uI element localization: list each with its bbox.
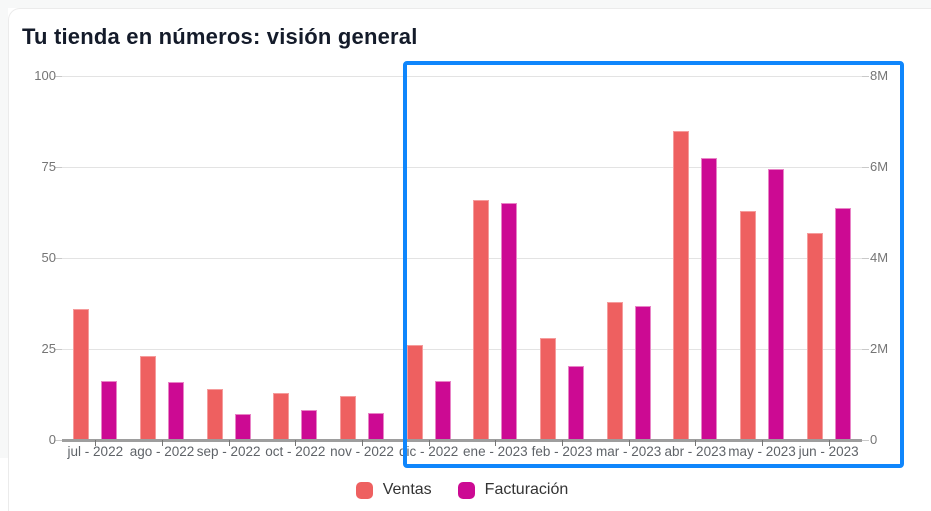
gridline-50 [62, 258, 862, 259]
left-axis-tick-50 [55, 258, 62, 259]
bar-ventas-sep-2022[interactable] [206, 389, 223, 440]
left-axis-label-25: 25 [41, 341, 56, 356]
right-axis-tick-6M [862, 167, 869, 168]
bar-facturaci-n-nov-2022[interactable] [368, 412, 384, 440]
bar-facturaci-n-abr-2023[interactable] [701, 157, 718, 440]
x-axis-tick-may-2023 [762, 440, 763, 446]
x-axis-tick-sep-2022 [228, 440, 230, 446]
right-axis-label-8M: 8M [870, 68, 889, 83]
bar-facturaci-n-ago-2022[interactable] [168, 381, 184, 440]
x-axis-tick-feb-2023 [562, 440, 563, 446]
x-axis-tick-mar-2023 [628, 440, 630, 446]
page-background-strip-left [0, 0, 8, 458]
bar-ventas-abr-2023[interactable] [673, 130, 690, 440]
left-axis-tick-25 [55, 349, 62, 350]
bar-facturaci-n-dic-2022[interactable] [434, 380, 451, 440]
x-axis-tick-dic-2022 [428, 440, 430, 446]
gridline-25 [62, 349, 862, 350]
left-axis-label-100: 100 [34, 68, 56, 83]
bar-ventas-ago-2022[interactable] [140, 356, 156, 440]
left-axis-tick-0 [55, 440, 62, 441]
bar-facturaci-n-jul-2022[interactable] [101, 380, 118, 440]
bar-facturaci-n-mar-2023[interactable] [634, 305, 651, 440]
gridline-75 [62, 167, 862, 168]
right-axis-label-0: 0 [870, 432, 878, 447]
bar-ventas-ene-2023[interactable] [473, 199, 490, 440]
x-axis-label-feb-2023: feb - 2023 [531, 444, 593, 459]
bar-facturaci-n-feb-2023[interactable] [568, 366, 584, 440]
bar-facturaci-n-jun-2023[interactable] [834, 207, 851, 440]
chart-legend: Ventas Facturación [62, 478, 862, 502]
right-axis-tick-8M [862, 76, 869, 77]
x-axis-tick-ene-2023 [495, 440, 497, 446]
bar-ventas-feb-2023[interactable] [540, 338, 556, 440]
page-title: Tu tienda en números: visión general [22, 24, 418, 49]
left-axis-tick-100 [55, 76, 62, 77]
x-axis-tick-oct-2022 [295, 440, 297, 446]
right-axis-label-4M: 4M [870, 250, 889, 265]
legend-label-facturaci-n: Facturación [484, 481, 569, 498]
legend-item-ventas[interactable]: Ventas [355, 481, 432, 499]
right-axis-label-2M: 2M [870, 341, 889, 356]
bar-ventas-jun-2023[interactable] [806, 232, 823, 440]
left-axis-tick-75 [55, 167, 62, 168]
gridline-100 [62, 76, 862, 77]
left-axis-label-50: 50 [41, 250, 56, 265]
right-axis-tick-4M [862, 258, 869, 259]
x-axis-label-oct-2022: oct - 2022 [265, 444, 326, 459]
x-axis-label-ago-2022: ago - 2022 [129, 444, 195, 459]
bar-ventas-jul-2022[interactable] [73, 308, 90, 440]
bar-ventas-oct-2022[interactable] [273, 392, 290, 440]
x-axis-tick-jul-2022 [95, 440, 97, 446]
page-background-strip-top [0, 0, 931, 8]
x-axis-label-jun-2023: jun - 2023 [798, 444, 859, 459]
legend-swatch-facturaci-n [457, 481, 475, 499]
bar-ventas-may-2023[interactable] [740, 210, 756, 440]
bar-ventas-dic-2022[interactable] [406, 345, 423, 440]
left-axis-label-75: 75 [41, 159, 56, 174]
x-axis-tick-jun-2023 [828, 440, 830, 446]
x-axis-label-may-2023: may - 2023 [728, 444, 796, 459]
x-axis-label-nov-2022: nov - 2022 [330, 444, 394, 459]
x-axis-label-ene-2023: ene - 2023 [463, 444, 528, 459]
bar-ventas-mar-2023[interactable] [606, 301, 623, 440]
legend-item-facturaci-n[interactable]: Facturación [457, 481, 569, 499]
legend-label-ventas: Ventas [382, 481, 432, 498]
x-axis-tick-abr-2023 [695, 440, 697, 446]
bar-facturaci-n-sep-2022[interactable] [234, 414, 251, 440]
right-axis-tick-0 [862, 440, 869, 441]
x-axis-label-sep-2022: sep - 2022 [196, 444, 261, 459]
x-axis-label-mar-2023: mar - 2023 [596, 444, 662, 459]
x-axis-tick-ago-2022 [162, 440, 163, 446]
right-axis-label-6M: 6M [870, 159, 889, 174]
bar-ventas-nov-2022[interactable] [340, 396, 356, 440]
right-axis-tick-2M [862, 349, 869, 350]
x-axis-baseline [62, 439, 862, 442]
legend-swatch-ventas [355, 481, 373, 499]
x-axis-label-jul-2022: jul - 2022 [67, 444, 124, 459]
left-axis-label-0: 0 [48, 432, 56, 447]
bar-facturaci-n-ene-2023[interactable] [501, 203, 518, 440]
x-axis-tick-nov-2022 [362, 440, 363, 446]
x-axis-label-dic-2022: dic - 2022 [399, 444, 459, 459]
bar-facturaci-n-may-2023[interactable] [768, 169, 784, 440]
bar-facturaci-n-oct-2022[interactable] [301, 409, 318, 440]
x-axis-label-abr-2023: abr - 2023 [664, 444, 727, 459]
